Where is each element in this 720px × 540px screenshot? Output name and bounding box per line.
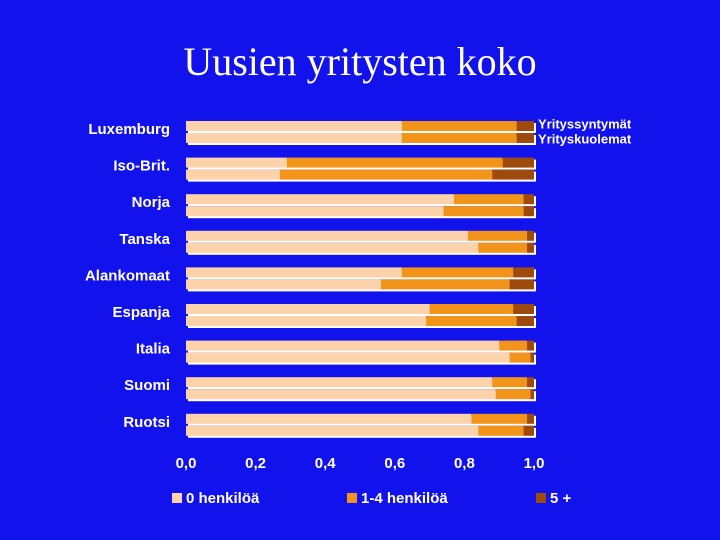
category-label: Alankomaat	[85, 267, 170, 284]
bar-segment	[186, 242, 479, 253]
bar-segment	[186, 425, 479, 436]
category-label: Luxemburg	[88, 121, 170, 138]
bar-segment	[443, 206, 524, 217]
bar-segment	[478, 425, 524, 436]
bar-segment	[186, 316, 427, 326]
bar-segment	[527, 230, 534, 241]
category-label: Suomi	[124, 377, 170, 394]
bar-segment	[186, 413, 472, 424]
category-label: Espanja	[112, 304, 170, 321]
bar-label: Yrityssyntymät	[538, 116, 632, 131]
bar-segment	[186, 121, 402, 131]
x-tick-label: 0,4	[315, 455, 337, 472]
bar-label: Yrityskuolemat	[538, 131, 632, 146]
bar-segment	[492, 377, 528, 388]
bar-segment	[380, 279, 510, 290]
bar-segment	[513, 304, 534, 314]
x-tick-label: 0,0	[176, 455, 197, 472]
bar-segment	[527, 377, 534, 388]
bar-segment	[401, 121, 517, 131]
bar-segment	[492, 169, 534, 180]
bar-segment	[527, 340, 534, 351]
category-label: Ruotsi	[123, 414, 170, 431]
bar-segment	[426, 316, 517, 326]
bar-segment	[516, 316, 534, 326]
bar-segment	[523, 425, 534, 436]
legend-label: 5 +	[550, 490, 572, 507]
bar-segment	[516, 133, 534, 143]
bar-segment	[186, 206, 444, 217]
bar-segment	[478, 242, 528, 253]
bar-segment	[509, 352, 531, 363]
category-label: Tanska	[119, 231, 170, 248]
bar-segment	[186, 377, 493, 388]
bar-segment	[471, 413, 528, 424]
bar-segment	[429, 304, 514, 314]
category-label: Norja	[132, 194, 171, 211]
bar-segment	[186, 352, 510, 363]
bar-segment	[527, 242, 534, 253]
x-tick-label: 0,8	[454, 455, 475, 472]
bar-segment	[279, 169, 493, 180]
category-label: Iso-Brit.	[113, 158, 170, 175]
bar-segment	[186, 194, 454, 205]
x-tick-label: 1,0	[524, 455, 545, 472]
bar-segment	[509, 279, 534, 290]
x-tick-label: 0,6	[384, 455, 405, 472]
bar-segment	[186, 169, 280, 180]
bar-segment	[523, 206, 534, 217]
bar-segment	[186, 389, 496, 400]
legend-label: 0 henkilöä	[186, 490, 260, 507]
bar-segment	[186, 267, 402, 278]
bar-segment	[495, 389, 531, 400]
bar-segment	[499, 340, 528, 351]
legend-swatch	[172, 493, 182, 503]
bar-segment	[502, 157, 534, 168]
legend-label: 1-4 henkilöä	[361, 490, 448, 507]
bar-segment	[186, 304, 430, 314]
bar-segment	[186, 340, 500, 351]
legend-swatch	[536, 493, 546, 503]
bar-segment	[516, 121, 534, 131]
bar-segment	[523, 194, 534, 205]
bar-segment	[401, 133, 517, 143]
bar-segment	[530, 389, 534, 400]
bar-segment	[401, 267, 514, 278]
chart-title: Uusien yritysten koko	[183, 39, 536, 84]
bar-segment	[186, 230, 468, 241]
bar-segment	[286, 157, 503, 168]
category-label: Italia	[136, 341, 171, 358]
bar-segment	[186, 133, 402, 143]
bar-segment	[186, 279, 381, 290]
bar-segment	[467, 230, 528, 241]
x-tick-label: 0,2	[245, 455, 266, 472]
bar-segment	[186, 157, 287, 168]
bar-segment	[530, 352, 534, 363]
bar-segment	[453, 194, 524, 205]
bar-segment	[527, 413, 534, 424]
bar-segment	[513, 267, 534, 278]
legend-swatch	[347, 493, 357, 503]
